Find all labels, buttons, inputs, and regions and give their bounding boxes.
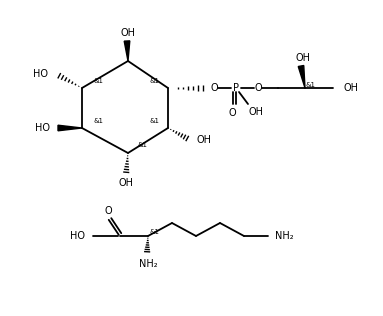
Text: HO: HO <box>34 123 49 133</box>
Text: &1: &1 <box>93 118 103 124</box>
Polygon shape <box>124 41 130 61</box>
Text: HO: HO <box>33 69 47 79</box>
Polygon shape <box>58 125 82 131</box>
Text: NH₂: NH₂ <box>275 231 293 241</box>
Text: OH: OH <box>296 53 311 63</box>
Text: NH₂: NH₂ <box>139 259 157 269</box>
Polygon shape <box>298 65 305 88</box>
Text: HO: HO <box>70 231 85 241</box>
Text: O: O <box>254 83 262 93</box>
Text: O: O <box>104 206 112 216</box>
Text: P: P <box>233 83 239 93</box>
Text: &1: &1 <box>93 78 103 84</box>
Text: &1: &1 <box>137 142 147 148</box>
Text: O: O <box>210 83 218 93</box>
Text: OH: OH <box>344 83 358 93</box>
Text: &1: &1 <box>150 118 160 124</box>
Text: OH: OH <box>196 135 211 145</box>
Text: &1: &1 <box>149 229 159 235</box>
Text: &1: &1 <box>150 78 160 84</box>
Text: O: O <box>228 108 236 118</box>
Text: OH: OH <box>249 107 264 117</box>
Text: OH: OH <box>118 178 134 188</box>
Text: &1: &1 <box>305 82 315 88</box>
Text: OH: OH <box>121 28 136 38</box>
